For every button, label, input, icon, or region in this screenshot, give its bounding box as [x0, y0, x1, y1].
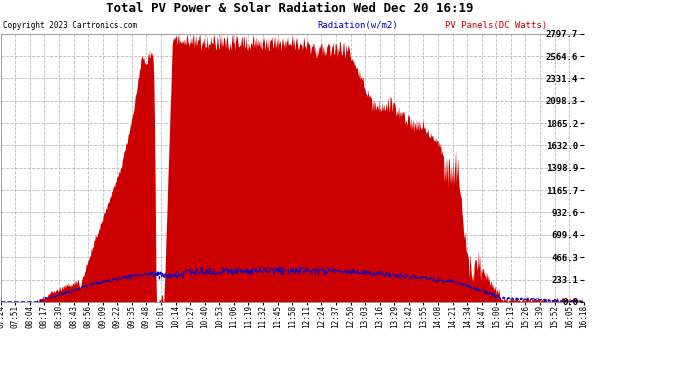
Text: PV Panels(DC Watts): PV Panels(DC Watts)	[445, 21, 547, 30]
Text: Radiation(w/m2): Radiation(w/m2)	[317, 21, 398, 30]
Text: Total PV Power & Solar Radiation Wed Dec 20 16:19: Total PV Power & Solar Radiation Wed Dec…	[106, 2, 473, 15]
Text: Copyright 2023 Cartronics.com: Copyright 2023 Cartronics.com	[3, 21, 137, 30]
